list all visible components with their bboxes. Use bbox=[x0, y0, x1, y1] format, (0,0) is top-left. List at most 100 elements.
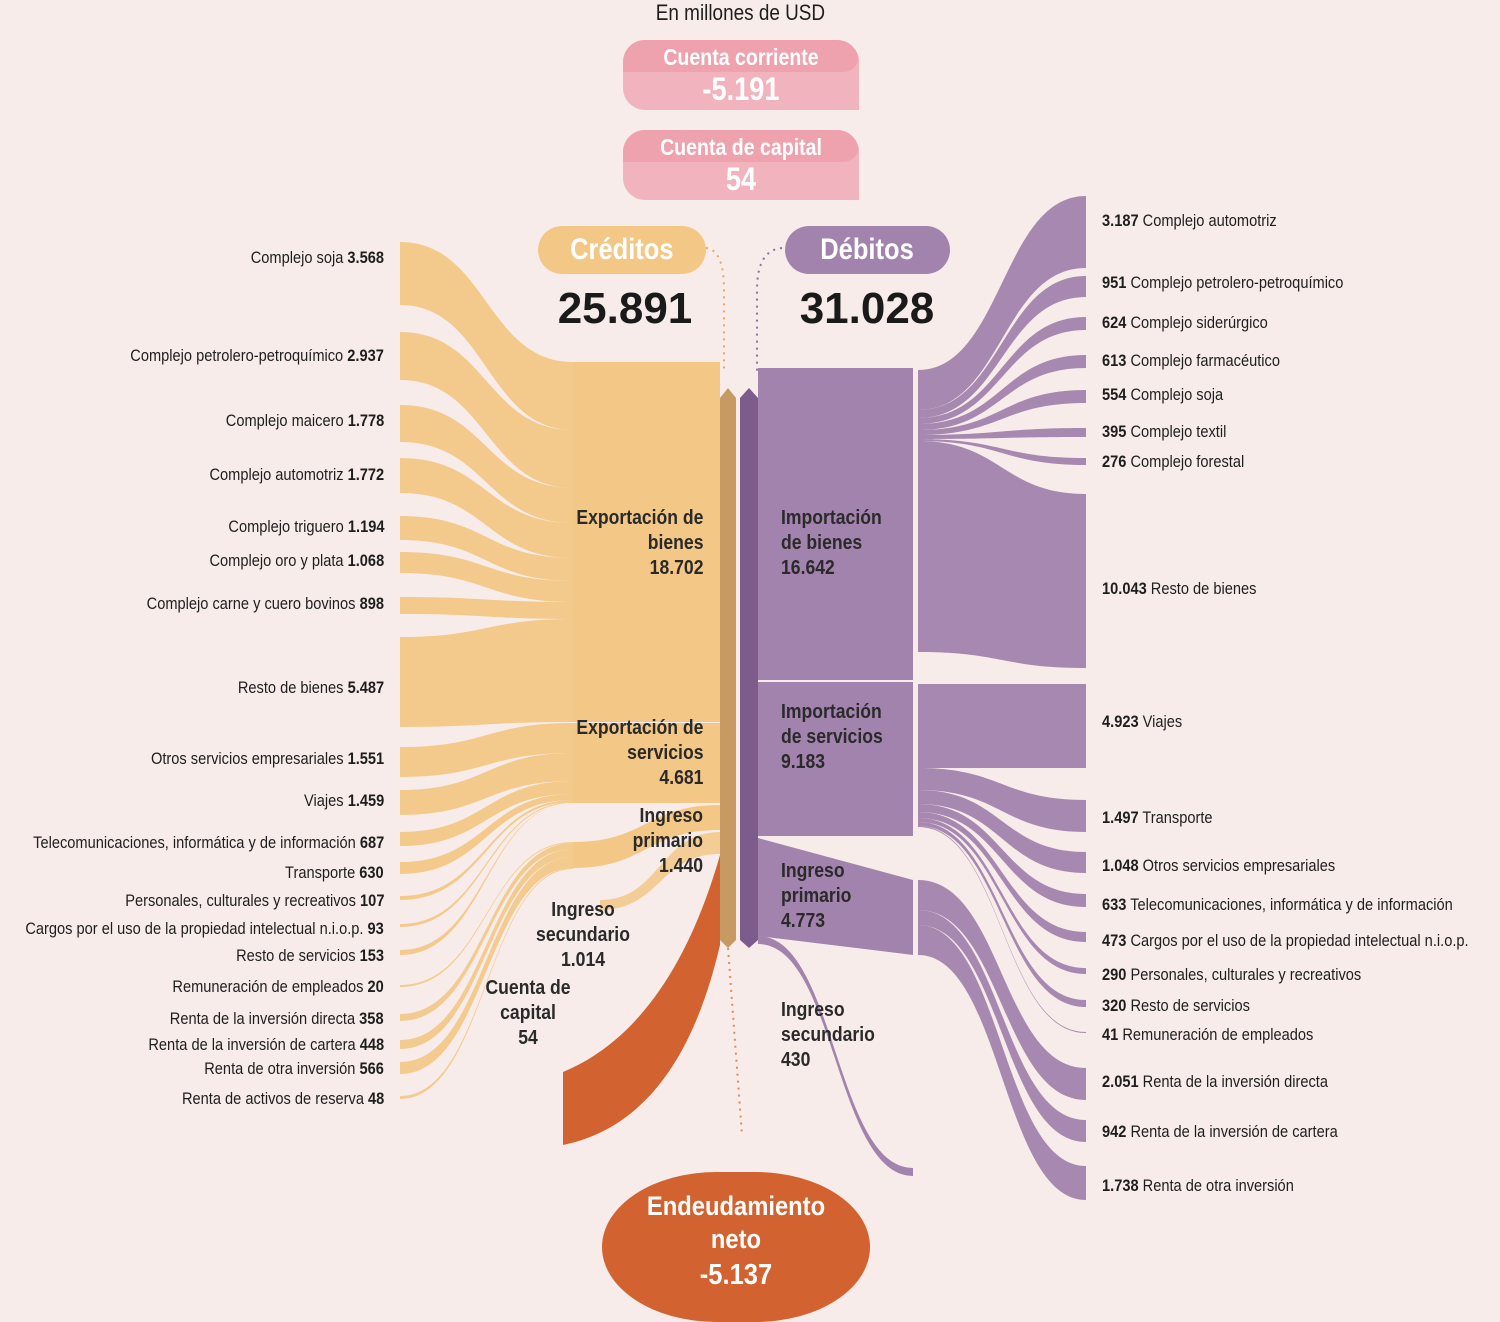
credit-flow-18 bbox=[400, 849, 573, 1049]
credit-group-line: capital bbox=[500, 1002, 556, 1024]
credit-flow-14 bbox=[400, 802, 573, 927]
debit-item-label: 624 Complejo siderúrgico bbox=[1102, 313, 1268, 333]
debit-item-label: 1.738 Renta de otra inversión bbox=[1102, 1176, 1294, 1196]
credit-group-label: Exportación de bienes 18.702 bbox=[576, 506, 703, 581]
debit-item-name: Personales, culturales y recreativos bbox=[1130, 965, 1362, 984]
credit-group-line: 54 bbox=[518, 1027, 538, 1049]
credit-item-name: Complejo maicero bbox=[225, 411, 344, 430]
credit-item-name: Otros servicios empresariales bbox=[150, 749, 344, 768]
cuenta-corriente-value: -5.191 bbox=[702, 71, 780, 107]
credit-item-value: 1.551 bbox=[347, 749, 384, 768]
debit-group-line: de bienes bbox=[781, 532, 863, 554]
debit-item-value: 276 bbox=[1102, 452, 1127, 471]
debit-flow-8 bbox=[918, 441, 1086, 668]
debit-item-label: 10.043 Resto de bienes bbox=[1102, 579, 1256, 599]
net-connector bbox=[727, 947, 743, 1136]
debit-item-value: 613 bbox=[1102, 351, 1127, 370]
debit-item-label: 320 Resto de servicios bbox=[1102, 996, 1250, 1016]
credit-group-label: Exportación de servicios 4.681 bbox=[576, 716, 703, 791]
credit-flow-9 bbox=[400, 723, 573, 777]
credit-group-line: secundario bbox=[536, 924, 630, 946]
credit-item-value: 5.487 bbox=[347, 678, 384, 697]
block-exportacion-servicios bbox=[573, 723, 720, 803]
credit-item-value: 2.937 bbox=[347, 346, 384, 365]
credit-flow-17 bbox=[400, 843, 573, 1021]
endeudamiento-line2: neto bbox=[710, 1224, 762, 1254]
debit-item-name: Otros servicios empresariales bbox=[1142, 856, 1336, 875]
creditos-total: 25.891 bbox=[557, 284, 693, 333]
debit-flow-19 bbox=[918, 925, 1086, 1200]
credit-item-label: Complejo carne y cuero bovinos 898 bbox=[147, 594, 384, 614]
credit-item-value: 630 bbox=[359, 863, 384, 882]
subtitle: En millones de USD bbox=[655, 0, 825, 25]
credit-item-name: Complejo oro y plata bbox=[209, 551, 344, 570]
endeudamiento-neto: Endeudamiento neto -5.137 bbox=[602, 1172, 870, 1322]
debit-item-label: 473 Cargos por el uso de la propiedad in… bbox=[1102, 931, 1469, 951]
credit-flow-15 bbox=[400, 803, 573, 955]
credit-flow-16 bbox=[400, 842, 573, 987]
credit-group-line: Cuenta de bbox=[485, 977, 571, 999]
debit-group-line: primario bbox=[781, 885, 852, 907]
debit-item-label: 4.923 Viajes bbox=[1102, 712, 1182, 732]
credit-group-line: Exportación de bbox=[575, 507, 703, 529]
debit-item-label: 290 Personales, culturales y recreativos bbox=[1102, 965, 1361, 985]
debit-item-name: Remuneración de empleados bbox=[1122, 1025, 1314, 1044]
block-ingreso-primario bbox=[758, 838, 913, 955]
debit-group-label: Importación de bienes 16.642 bbox=[781, 506, 882, 581]
debit-item-label: 633 Telecomunicaciones, informática y de… bbox=[1102, 895, 1453, 915]
cuenta-capital-label: Cuenta de capital bbox=[660, 134, 822, 160]
debit-flow-9 bbox=[918, 684, 1086, 768]
debit-item-value: 41 bbox=[1102, 1025, 1119, 1044]
debit-group-line: 4.773 bbox=[781, 910, 826, 932]
debit-flow-1 bbox=[918, 196, 1086, 410]
credit-flow-11 bbox=[400, 781, 573, 846]
credit-flow-13 bbox=[400, 800, 573, 900]
debit-item-value: 942 bbox=[1102, 1122, 1127, 1141]
credit-group-line: 18.702 bbox=[649, 557, 703, 579]
debit-flow-18 bbox=[918, 910, 1086, 1142]
credit-item-label: Renta de la inversión de cartera 448 bbox=[148, 1035, 384, 1055]
credit-item-value: 1.772 bbox=[347, 465, 384, 484]
credit-group-line: Ingreso bbox=[551, 899, 615, 921]
credit-item-name: Renta de activos de reserva bbox=[181, 1089, 364, 1108]
credit-item-name: Renta de otra inversión bbox=[204, 1059, 356, 1078]
credit-flow-20 bbox=[400, 868, 573, 1099]
debit-item-label: 1.497 Transporte bbox=[1102, 808, 1213, 828]
credit-item-name: Complejo triguero bbox=[227, 517, 344, 536]
credit-item-label: Cargos por el uso de la propiedad intele… bbox=[26, 919, 384, 939]
debit-item-label: 613 Complejo farmacéutico bbox=[1102, 351, 1280, 371]
debit-flow-2 bbox=[918, 276, 1086, 418]
ribbon-ingreso-secundario-debit bbox=[758, 936, 913, 1176]
credit-flows bbox=[400, 242, 573, 1099]
credit-item-value: 1.194 bbox=[347, 517, 384, 536]
debit-item-value: 10.043 bbox=[1102, 579, 1147, 598]
debit-flows bbox=[918, 196, 1086, 1200]
debit-item-name: Resto de servicios bbox=[1130, 996, 1250, 1015]
credit-item-value: 1.068 bbox=[347, 551, 384, 570]
credit-item-name: Renta de la inversión directa bbox=[170, 1009, 356, 1028]
debit-group-line: 16.642 bbox=[781, 557, 835, 579]
debit-item-label: 276 Complejo forestal bbox=[1102, 452, 1244, 472]
credit-item-label: Complejo triguero 1.194 bbox=[228, 517, 384, 537]
cuenta-corriente-label: Cuenta corriente bbox=[663, 44, 819, 70]
debit-group-line: Ingreso bbox=[781, 999, 845, 1021]
debit-item-value: 473 bbox=[1102, 931, 1127, 950]
credit-flow-8 bbox=[400, 619, 573, 727]
credit-item-label: Renta de otra inversión 566 bbox=[204, 1059, 384, 1079]
debit-item-label: 1.048 Otros servicios empresariales bbox=[1102, 856, 1335, 876]
orange-net-flow bbox=[563, 855, 720, 1145]
debit-flow-14 bbox=[918, 818, 1086, 974]
credit-flow-19 bbox=[400, 857, 573, 1074]
debit-item-value: 1.048 bbox=[1102, 856, 1139, 875]
credit-flow-12 bbox=[400, 794, 573, 874]
credit-item-name: Complejo petrolero-petroquímico bbox=[130, 346, 344, 365]
cuenta-capital-box: Cuenta de capital 54 bbox=[623, 130, 859, 200]
block-importacion-servicios bbox=[758, 682, 913, 836]
credit-group-label: Ingreso primario 1.440 bbox=[633, 804, 703, 879]
debit-flow-10 bbox=[918, 768, 1086, 832]
credit-item-label: Transporte 630 bbox=[285, 863, 384, 883]
debit-item-value: 1.738 bbox=[1102, 1176, 1139, 1195]
debit-item-name: Telecomunicaciones, informática y de inf… bbox=[1130, 895, 1453, 914]
credit-item-name: Cargos por el uso de la propiedad intele… bbox=[25, 919, 364, 938]
debit-group-line: de servicios bbox=[781, 726, 883, 748]
